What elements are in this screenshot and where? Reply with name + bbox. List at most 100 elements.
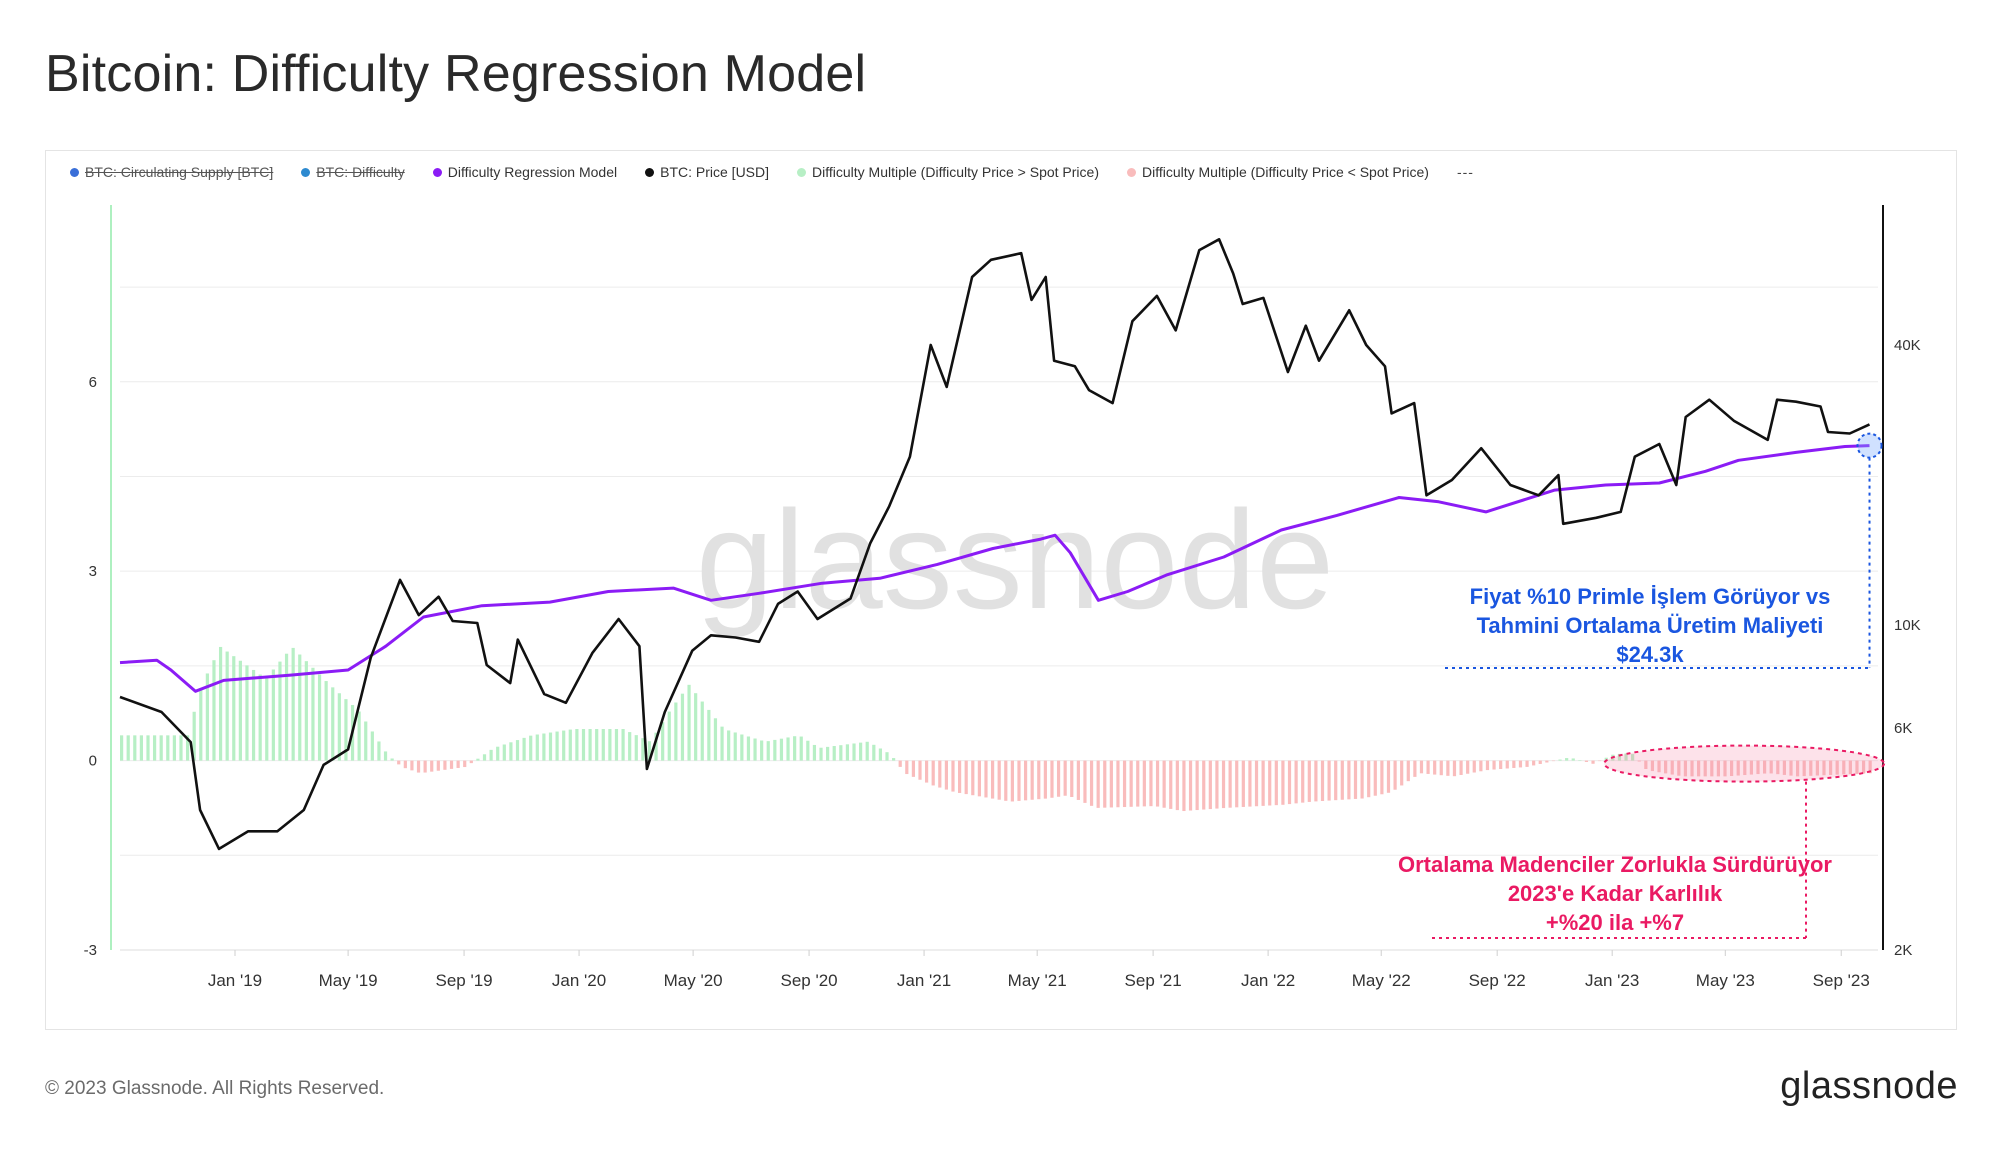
multiple-bar	[720, 726, 724, 761]
multiple-bar	[232, 656, 236, 761]
multiple-bar	[1320, 760, 1325, 801]
multiple-bar	[918, 760, 922, 780]
x-tick-label: May '22	[1352, 971, 1411, 990]
multiple-bar	[1439, 760, 1443, 776]
multiple-bar	[859, 742, 863, 761]
multiple-bar	[179, 735, 183, 761]
multiple-bar	[1169, 760, 1173, 809]
btc-price-line	[119, 238, 1871, 851]
multiple-bar	[647, 741, 652, 761]
y-right-tick-label: 6K	[1894, 720, 1912, 737]
multiple-bar	[1861, 760, 1866, 774]
multiple-bar	[1162, 760, 1166, 808]
legend-item-regression-model[interactable]: Difficulty Regression Model	[432, 164, 617, 180]
x-tick-label: Sep '22	[1469, 971, 1526, 990]
x-tick-label: Jan '23	[1585, 971, 1639, 990]
multiple-bar	[1545, 760, 1549, 763]
multiple-bar	[1023, 760, 1028, 801]
multiple-bar	[984, 760, 988, 798]
multiple-bar	[581, 729, 586, 761]
multiple-bar	[1254, 760, 1259, 807]
multiple-bar	[344, 699, 348, 761]
multiple-bar	[489, 749, 493, 761]
multiple-bar	[245, 665, 249, 761]
multiple-bar	[760, 740, 764, 761]
legend-item-multiple-below[interactable]: Difficulty Multiple (Difficulty Price < …	[1126, 164, 1429, 180]
multiple-bar	[1518, 760, 1523, 768]
multiple-bar	[575, 729, 579, 761]
annotation-blue-marker	[1856, 432, 1883, 459]
multiple-bar	[1802, 760, 1806, 777]
legend-item-circulating-supply[interactable]: BTC: Circulating Supply [BTC]	[70, 164, 273, 180]
x-tick-label: Jan '21	[897, 971, 951, 990]
multiple-bar	[1241, 760, 1245, 807]
x-tick-label: Jan '22	[1241, 971, 1295, 990]
multiple-bar	[1499, 760, 1503, 770]
multiple-bar	[1743, 760, 1747, 776]
multiple-bar	[1386, 760, 1391, 793]
multiple-bar	[1848, 760, 1852, 775]
multiple-bar	[357, 711, 361, 761]
multiple-bar	[1096, 760, 1100, 808]
multiple-bar	[337, 693, 341, 761]
multiple-bar	[126, 735, 130, 761]
annotation-shapes	[1432, 432, 1886, 939]
y-left-tick-label: 0	[89, 753, 97, 770]
multiple-bar	[1723, 760, 1727, 777]
multiple-bar	[799, 736, 803, 761]
multiple-bar	[601, 729, 605, 761]
glassnode-logo[interactable]: glassnode	[1780, 1065, 1958, 1107]
multiple-bar	[1393, 760, 1397, 790]
multiple-bar	[205, 673, 209, 761]
legend-item-difficulty[interactable]: BTC: Difficulty	[301, 164, 405, 180]
multiple-bar	[1076, 760, 1080, 800]
multiple-bar	[1617, 753, 1622, 761]
regression-model-line	[119, 444, 1870, 693]
chart-legend: BTC: Circulating Supply [BTC] BTC: Diffi…	[70, 162, 1474, 182]
x-tick-label: May '19	[319, 971, 378, 990]
multiple-bar	[1063, 760, 1067, 796]
multiple-bar	[1129, 760, 1133, 807]
multiple-bar	[826, 746, 830, 761]
legend-item-btc-price[interactable]: BTC: Price [USD]	[645, 164, 769, 180]
multiple-bar	[1631, 754, 1635, 761]
multiple-bar	[529, 735, 533, 761]
multiple-bar	[595, 729, 599, 761]
multiple-bar	[238, 660, 242, 761]
legend-item-multiple-above[interactable]: Difficulty Multiple (Difficulty Price > …	[797, 164, 1099, 180]
legend-more-button[interactable]: ---	[1456, 164, 1474, 180]
multiple-bar	[1400, 760, 1404, 786]
multiple-bar	[535, 734, 539, 761]
multiple-bar	[654, 732, 658, 761]
copyright-footer: © 2023 Glassnode. All Rights Reserved.	[45, 1078, 385, 1099]
multiple-bar	[1815, 760, 1819, 776]
y-left-tick-label: 3	[89, 563, 97, 580]
multiple-bar	[1677, 760, 1681, 776]
multiple-bar	[291, 647, 295, 761]
multiple-bar	[1281, 760, 1285, 805]
multiple-bar	[284, 653, 289, 761]
chart-axes: 6 3 0 -3 40K 10K 6K 2K Jan '19 May '19 Sep '19 Jan …	[84, 205, 1921, 990]
multiple-bar	[1215, 760, 1219, 809]
multiple-bar	[1208, 760, 1212, 810]
multiple-bar	[120, 735, 124, 761]
multiple-bar	[1109, 760, 1113, 808]
multiple-bar	[819, 747, 823, 761]
multiple-bar	[990, 760, 995, 799]
multiple-bar	[1122, 760, 1127, 808]
x-tick-label: Jan '20	[552, 971, 606, 990]
multiple-bar	[773, 739, 777, 761]
multiple-bar	[1419, 760, 1424, 774]
multiple-bar	[865, 741, 869, 761]
multiple-bar	[951, 760, 955, 792]
multiple-bar	[793, 736, 797, 761]
multiple-bar	[1532, 760, 1536, 766]
multiple-bar	[1314, 760, 1318, 802]
multiple-bar	[964, 760, 968, 795]
multiple-bar	[806, 740, 810, 761]
multiple-bar	[621, 729, 625, 761]
multiple-bar	[1261, 760, 1265, 806]
multiple-bar	[1334, 760, 1338, 801]
multiple-bar	[271, 669, 275, 761]
multiple-bar	[1855, 760, 1859, 774]
